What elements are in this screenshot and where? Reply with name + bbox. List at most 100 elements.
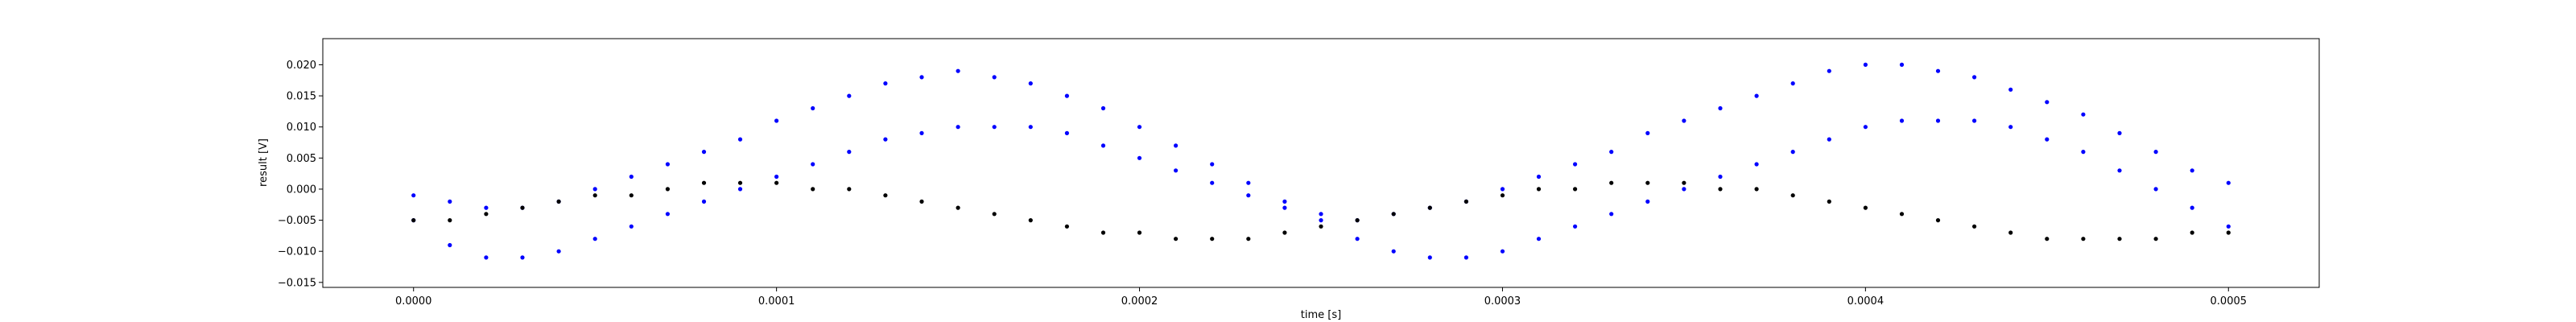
data-point-series-1 (883, 137, 888, 142)
data-point-series-0 (811, 105, 815, 111)
data-point-series-0 (1100, 105, 1106, 111)
data-point-series-1 (737, 187, 743, 192)
data-point-series-2 (1899, 212, 1905, 217)
data-point-series-2 (1972, 224, 1977, 229)
data-point-series-0 (484, 205, 489, 210)
data-point-series-0 (1972, 75, 1977, 80)
data-point-series-0 (1863, 62, 1868, 67)
data-point-series-1 (1282, 205, 1287, 210)
data-point-series-2 (1210, 237, 1215, 242)
data-point-series-0 (1210, 162, 1215, 167)
data-point-series-2 (520, 205, 525, 210)
data-point-series-2 (484, 212, 489, 217)
data-point-series-1 (1754, 162, 1759, 167)
y-tick-label: 0.010 (287, 122, 316, 134)
data-point-series-2 (1863, 205, 1868, 210)
data-point-series-0 (737, 137, 743, 142)
data-point-series-2 (1718, 187, 1723, 192)
data-point-series-0 (956, 68, 960, 73)
data-point-series-2 (1319, 224, 1323, 229)
data-point-series-2 (956, 205, 960, 210)
data-point-series-1 (592, 237, 597, 242)
data-point-series-1 (774, 174, 779, 180)
data-point-series-2 (1754, 187, 1759, 192)
data-point-series-1 (1573, 224, 1578, 229)
data-point-series-1 (1827, 137, 1831, 142)
data-point-series-1 (992, 125, 997, 130)
y-tick-label: −0.010 (278, 246, 316, 258)
data-point-series-1 (1899, 118, 1905, 123)
data-point-series-2 (2081, 237, 2086, 242)
data-point-series-0 (2081, 112, 2086, 117)
data-point-series-2 (1790, 193, 1795, 198)
data-point-series-2 (1174, 237, 1179, 242)
data-point-series-2 (2045, 237, 2050, 242)
data-point-series-2 (737, 180, 743, 185)
data-point-series-0 (592, 187, 597, 192)
data-point-series-0 (1282, 199, 1287, 204)
data-point-series-2 (1500, 193, 1505, 198)
data-point-series-1 (847, 150, 852, 155)
data-point-series-1 (629, 224, 634, 229)
data-point-series-1 (956, 125, 960, 130)
data-point-series-0 (1935, 68, 1941, 73)
data-point-series-2 (1391, 212, 1396, 217)
data-point-series-0 (665, 162, 671, 167)
data-point-series-1 (1137, 155, 1142, 160)
data-point-series-1 (1500, 249, 1505, 254)
data-point-series-0 (1682, 118, 1686, 123)
data-point-series-1 (1064, 130, 1069, 135)
data-point-series-2 (919, 199, 924, 204)
data-point-series-1 (448, 242, 452, 248)
data-point-series-0 (2045, 100, 2050, 105)
data-point-series-1 (1682, 187, 1686, 192)
data-point-series-0 (1500, 187, 1505, 192)
data-point-series-1 (1246, 193, 1251, 198)
data-point-series-0 (992, 75, 997, 80)
data-point-series-2 (1536, 187, 1542, 192)
data-point-series-0 (2117, 130, 2122, 135)
data-point-series-1 (1935, 118, 1941, 123)
x-axis-ticks: 0.0000 0.0001 0.0002 0.0003 0.0004 0.0005 (395, 287, 2247, 308)
data-point-series-2 (1463, 199, 1468, 204)
data-point-series-1 (556, 249, 561, 254)
plot-frame (322, 38, 2320, 288)
data-point-series-2 (1100, 230, 1106, 235)
data-point-series-2 (1573, 187, 1578, 192)
data-point-series-2 (701, 180, 707, 185)
x-tick-label: 0.0000 (395, 295, 432, 308)
data-point-series-1 (1174, 168, 1179, 173)
data-point-series-0 (1827, 68, 1831, 73)
data-point-series-2 (811, 187, 815, 192)
data-point-series-2 (629, 193, 634, 198)
data-point-series-2 (1645, 180, 1650, 185)
data-point-series-0 (774, 118, 779, 123)
data-point-series-2 (556, 199, 561, 204)
data-point-series-0 (847, 93, 852, 98)
x-tick-label: 0.0004 (1847, 295, 1885, 308)
data-point-series-0 (1174, 143, 1179, 148)
data-point-series-2 (847, 187, 852, 192)
y-axis-label: result [V] (258, 138, 270, 187)
data-point-series-1 (1028, 125, 1033, 130)
data-point-series-0 (701, 150, 707, 155)
data-point-series-2 (2190, 230, 2194, 235)
data-point-series-0 (2008, 87, 2013, 92)
data-point-series-0 (2190, 168, 2194, 173)
data-point-series-2 (1427, 205, 1432, 210)
data-point-series-0 (1573, 162, 1578, 167)
data-point-series-2 (1827, 199, 1831, 204)
data-point-series-0 (1137, 125, 1142, 130)
data-point-series-0 (1028, 81, 1033, 86)
data-point-series-0 (1246, 180, 1251, 185)
data-point-series-0 (2226, 180, 2231, 185)
y-tick-label: 0.005 (287, 153, 316, 165)
data-point-series-1 (2190, 205, 2194, 210)
x-tick-label: 0.0005 (2211, 295, 2248, 308)
data-point-series-2 (992, 212, 997, 217)
data-point-series-1 (2117, 168, 2122, 173)
y-tick-label: 0.015 (287, 91, 316, 103)
data-point-series-2 (665, 187, 671, 192)
data-point-series-1 (1863, 125, 1868, 130)
